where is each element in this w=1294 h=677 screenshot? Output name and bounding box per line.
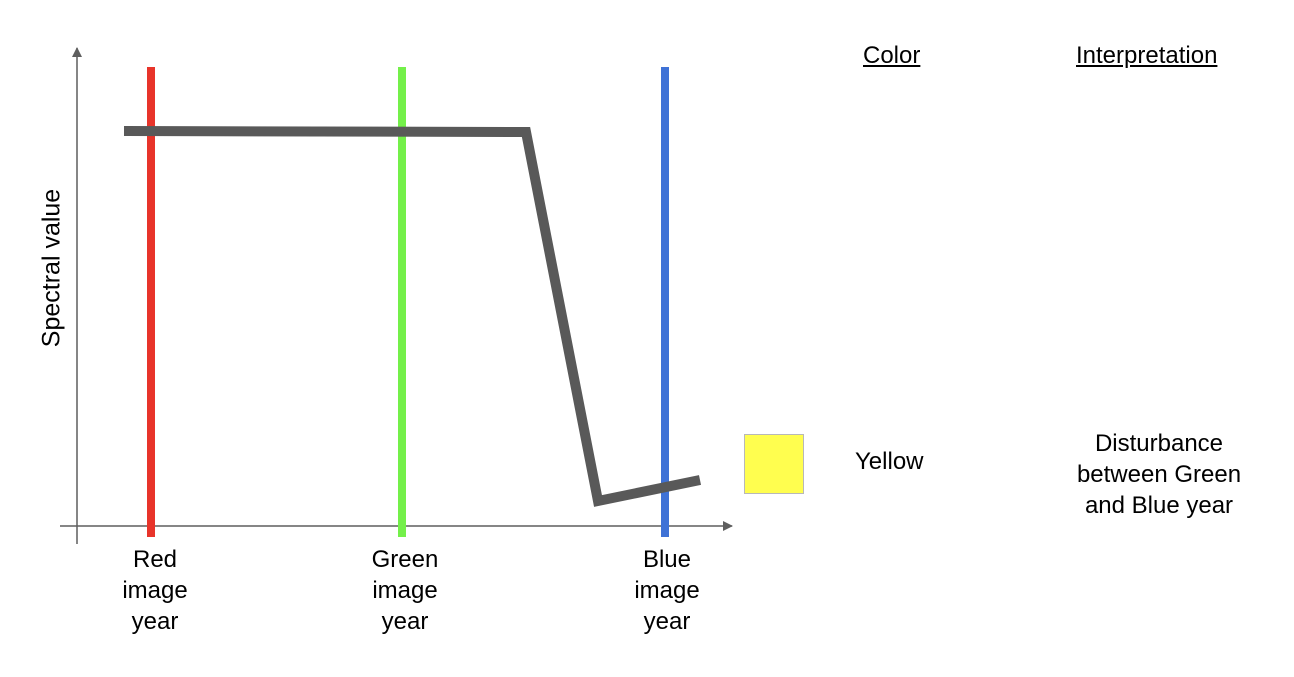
label-line: image (372, 577, 438, 604)
label-line: Blue (642, 546, 692, 573)
label-line: year (381, 608, 429, 635)
interpretation-column-header: Interpretation (1076, 42, 1218, 69)
color-name: Yellow (855, 448, 924, 475)
label-line: Red (132, 546, 178, 573)
label-line: Green (371, 546, 439, 573)
green-image-year-label: Green image year (335, 544, 475, 637)
spectral-trajectory-line (123, 126, 702, 507)
y-axis-label: Spectral value (37, 188, 66, 348)
interpretation-text: Disturbance between Green and Blue year (1059, 428, 1259, 521)
interpretation-line: between Green (1076, 461, 1242, 488)
interpretation-line: Disturbance (1094, 430, 1224, 457)
label-line: image (634, 577, 700, 604)
yellow-color-swatch (744, 434, 804, 494)
label-line: year (643, 608, 691, 635)
label-line: year (131, 608, 179, 635)
label-line: image (122, 577, 188, 604)
red-image-year-label: Red image year (85, 544, 225, 637)
interpretation-line: and Blue year (1084, 492, 1234, 519)
blue-image-year-label: Blue image year (597, 544, 737, 637)
color-column-header: Color (863, 42, 921, 69)
